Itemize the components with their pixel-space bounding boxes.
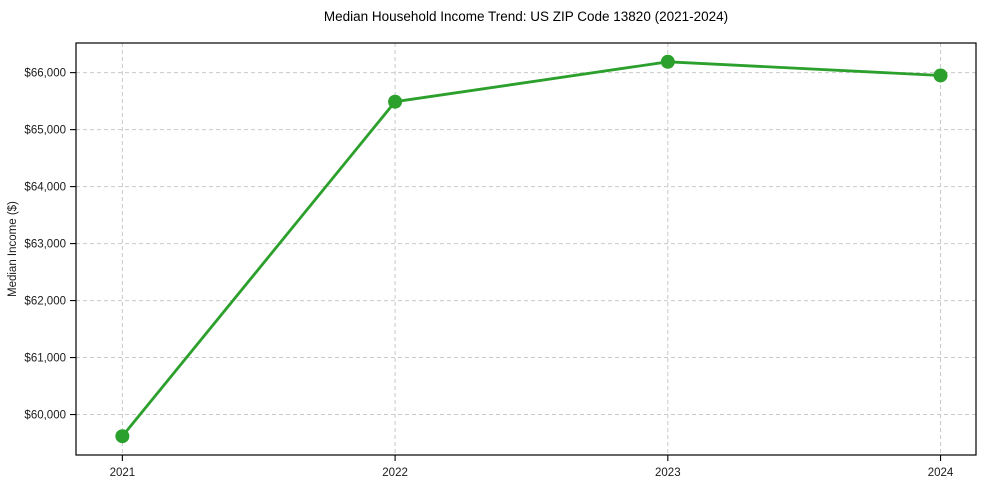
x-tick-label: 2022 <box>382 467 408 479</box>
chart-title: Median Household Income Trend: US ZIP Co… <box>323 9 729 24</box>
data-point <box>660 54 675 69</box>
y-tick-label: $60,000 <box>24 410 66 422</box>
x-tick-label: 2023 <box>655 467 681 479</box>
x-tick-label: 2021 <box>110 467 136 479</box>
y-tick-label: $63,000 <box>24 239 66 251</box>
data-point <box>388 94 403 109</box>
data-point <box>115 429 130 444</box>
y-tick-label: $61,000 <box>24 353 66 365</box>
plot-border <box>75 42 977 456</box>
y-tick-label: $62,000 <box>24 296 66 308</box>
y-tick-label: $65,000 <box>24 125 66 137</box>
data-point <box>933 68 948 83</box>
y-tick-label: $64,000 <box>24 182 66 194</box>
trend-line <box>120 60 942 438</box>
x-tick-label: 2024 <box>928 467 954 479</box>
y-tick-label: $66,000 <box>24 68 66 80</box>
